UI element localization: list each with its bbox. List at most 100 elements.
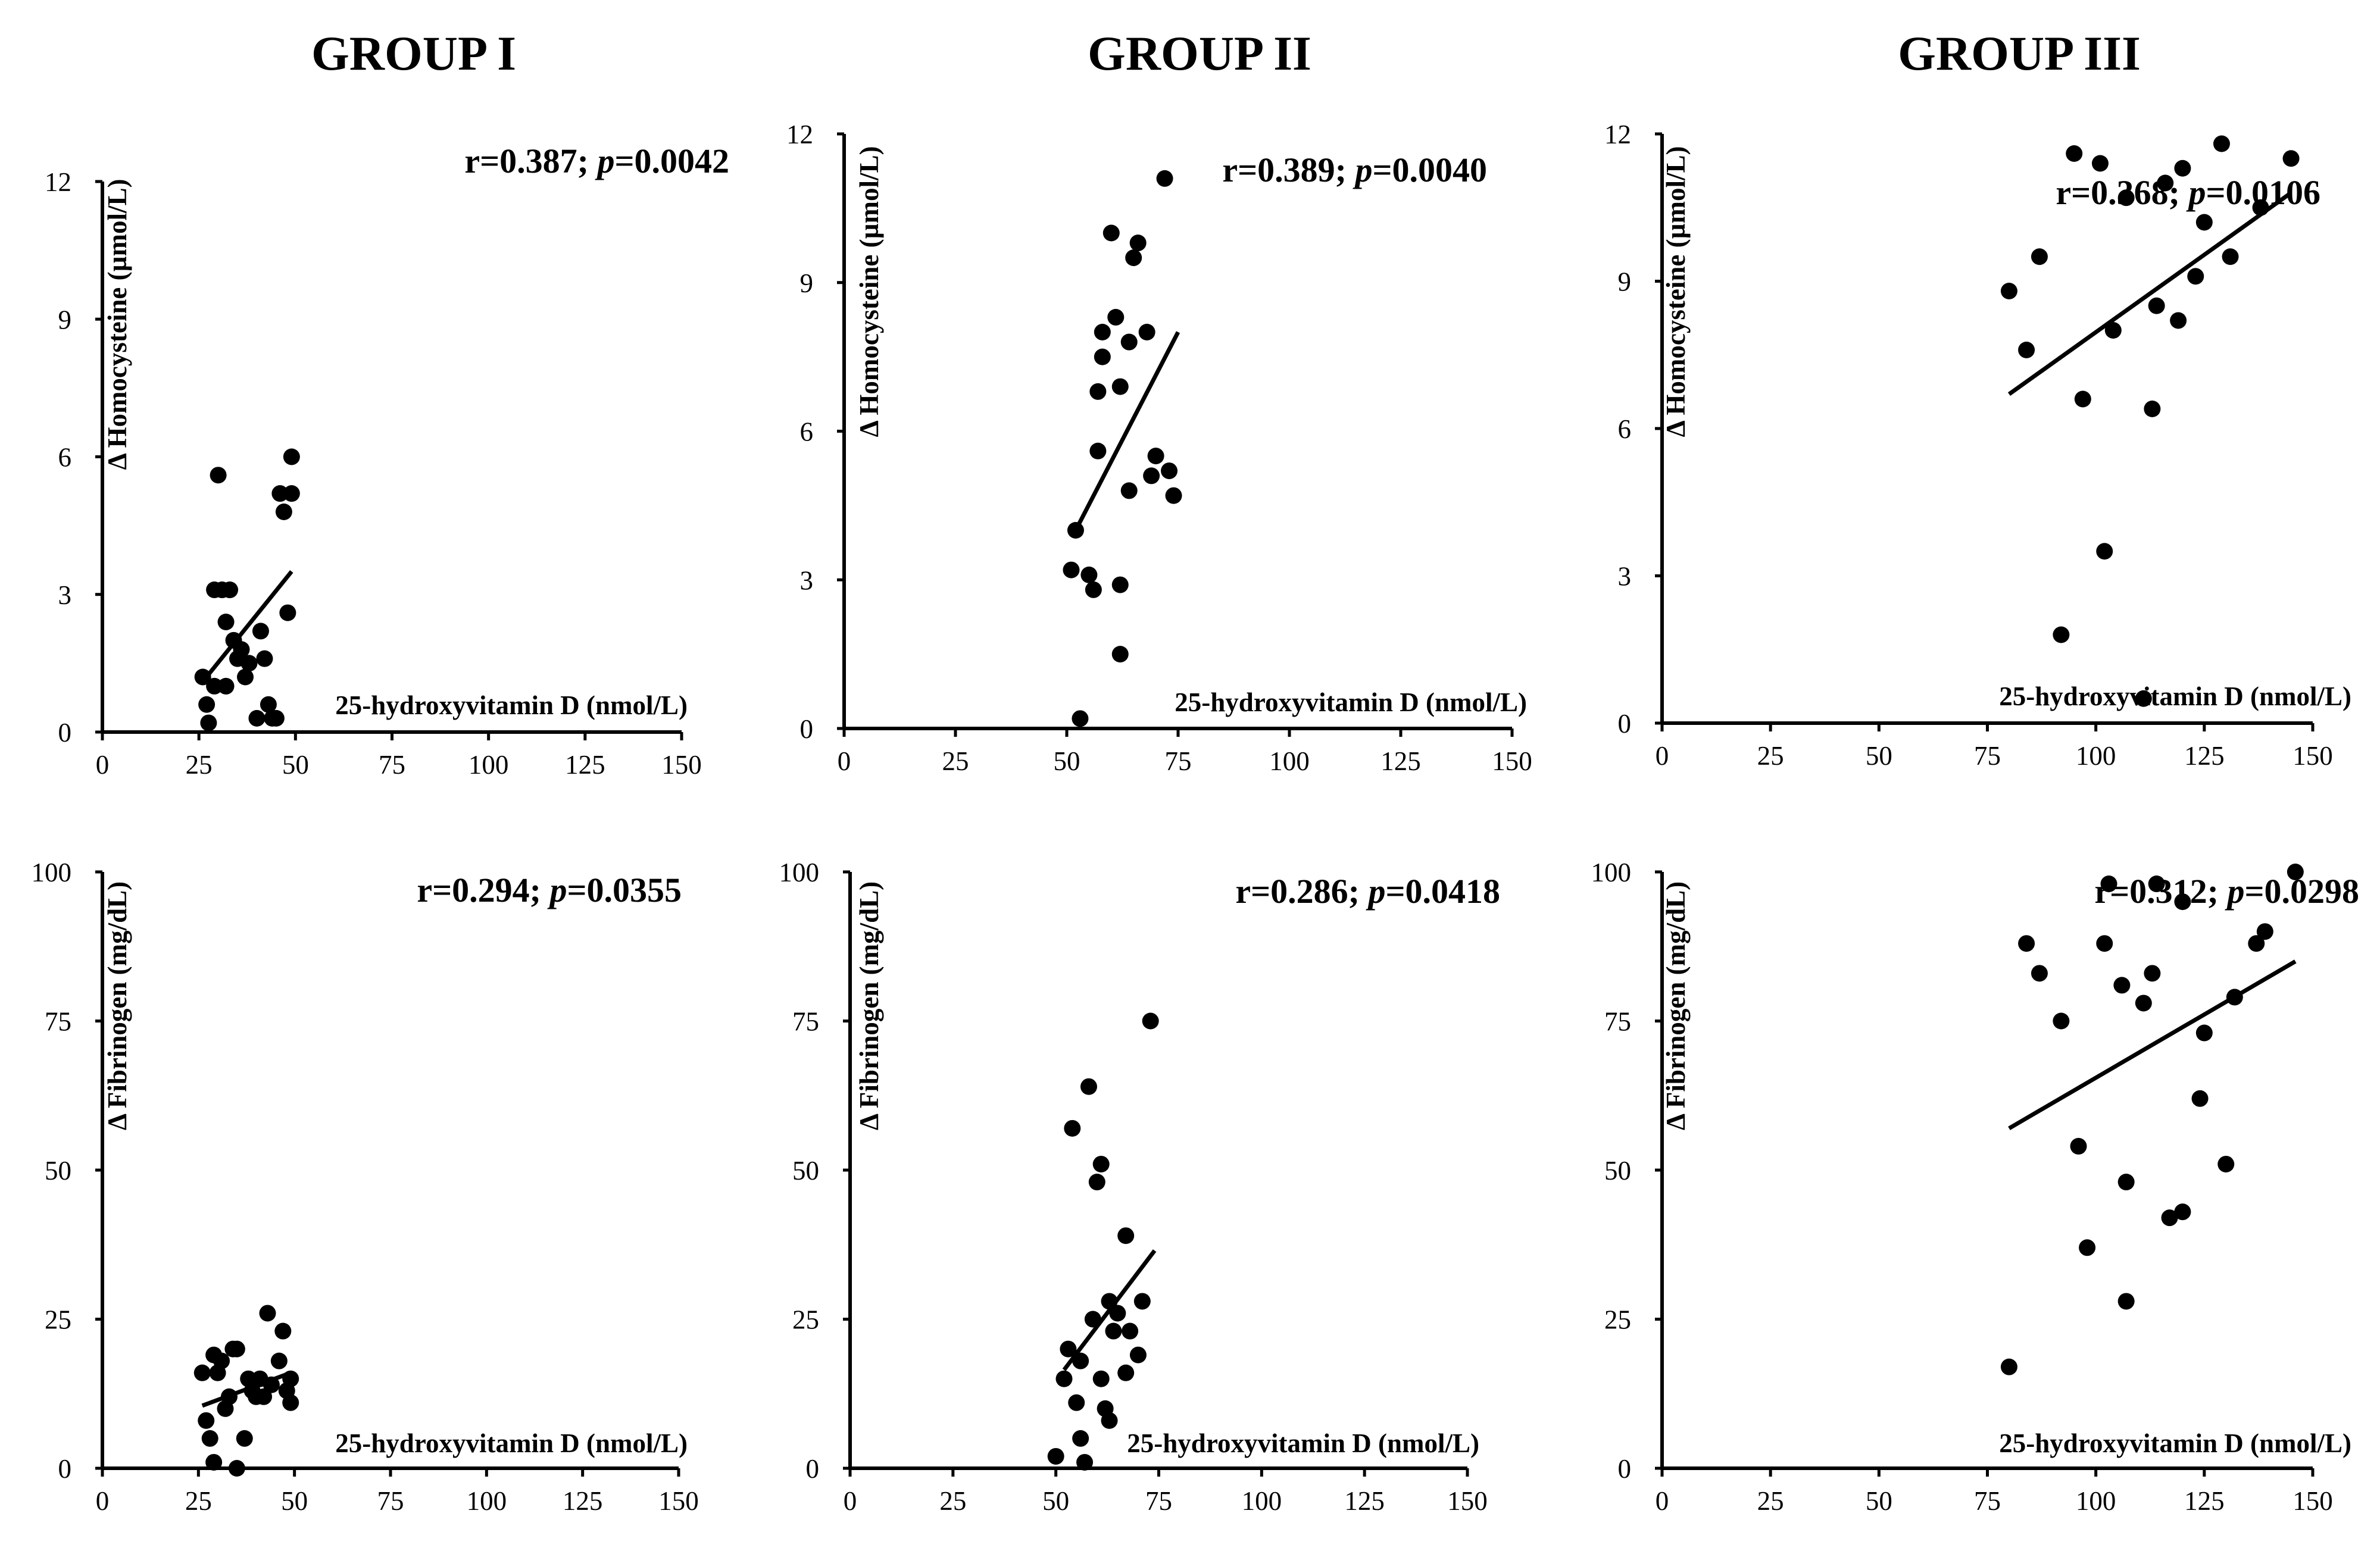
data-point bbox=[1147, 448, 1164, 465]
y-axis-title: Δ Fibrinogen (mg/dL) bbox=[854, 881, 884, 1130]
data-point bbox=[201, 1430, 218, 1447]
data-point bbox=[1111, 646, 1129, 663]
y-axis-title: Δ Fibrinogen (mg/dL) bbox=[1661, 881, 1691, 1130]
data-point bbox=[198, 1412, 215, 1429]
data-point bbox=[2282, 150, 2300, 167]
data-point bbox=[283, 485, 300, 502]
data-point bbox=[1088, 1174, 1105, 1191]
data-point bbox=[2113, 977, 2131, 994]
correlation-p-value: =0.0040 bbox=[1372, 151, 1487, 189]
data-point bbox=[2252, 199, 2269, 216]
data-point bbox=[2195, 1024, 2213, 1042]
data-point bbox=[237, 668, 254, 686]
correlation-p-label: p bbox=[2224, 872, 2244, 911]
correlation-p-label: p bbox=[546, 871, 567, 909]
y-tick-label: 75 bbox=[45, 1007, 71, 1037]
panels-container: 0 25 50 75 100 125 150 0 3 6 9 12 25-hydroxyvitamin … bbox=[32, 120, 2360, 1516]
data-point bbox=[1063, 561, 1080, 579]
data-point bbox=[255, 1388, 273, 1405]
x-tick-label: 100 bbox=[2076, 1486, 2116, 1516]
x-tick-label: 75 bbox=[1145, 1486, 1172, 1516]
x-axis-title: 25-hydroxyvitamin D (nmol/L) bbox=[1999, 681, 2351, 711]
y-tick-label: 9 bbox=[58, 305, 72, 334]
data-point bbox=[1072, 1430, 1089, 1447]
data-point bbox=[2070, 1137, 2087, 1155]
data-point bbox=[282, 1394, 299, 1411]
correlation-r: r=0.286; bbox=[1235, 872, 1368, 911]
data-point bbox=[1133, 1293, 1151, 1310]
x-tick-label: 150 bbox=[1447, 1486, 1488, 1516]
data-point bbox=[1055, 1370, 1073, 1387]
x-axis-title: 25-hydroxyvitamin D (nmol/L) bbox=[335, 690, 688, 720]
data-point bbox=[2144, 965, 2161, 982]
data-point bbox=[2018, 342, 2035, 358]
data-point bbox=[1092, 1370, 1110, 1387]
trend-line bbox=[2008, 959, 2297, 1130]
y-tick-label: 6 bbox=[1618, 414, 1632, 444]
x-tick-label: 25 bbox=[939, 1486, 966, 1516]
data-point bbox=[2117, 189, 2135, 207]
data-point bbox=[2096, 935, 2113, 952]
data-point bbox=[205, 1453, 223, 1471]
data-point bbox=[2226, 989, 2243, 1006]
y-tick-label: 0 bbox=[1618, 1454, 1632, 1484]
x-tick-label: 100 bbox=[1242, 1486, 1282, 1516]
correlation-p-value: =0.0106 bbox=[2206, 173, 2320, 212]
data-point bbox=[2191, 1090, 2209, 1107]
x-axis-title: 25-hydroxyvitamin D (nmol/L) bbox=[335, 1428, 688, 1458]
data-point bbox=[2000, 283, 2017, 299]
data-point bbox=[233, 641, 250, 658]
data-point bbox=[1094, 324, 1111, 340]
x-tick-label: 100 bbox=[467, 1486, 507, 1516]
data-point bbox=[2161, 1209, 2178, 1227]
y-tick-label: 100 bbox=[779, 858, 820, 887]
correlation-p-label: p bbox=[2185, 173, 2206, 212]
y-tick-label: 25 bbox=[792, 1305, 819, 1335]
trend-line bbox=[201, 570, 293, 683]
data-point bbox=[1129, 234, 1147, 252]
data-point bbox=[271, 485, 289, 502]
y-tick-label: 6 bbox=[800, 417, 814, 447]
x-tick-label: 125 bbox=[1380, 746, 1421, 776]
data-point bbox=[2248, 935, 2265, 952]
x-tick-label: 125 bbox=[2184, 741, 2225, 771]
data-point bbox=[1122, 1322, 1139, 1340]
data-point bbox=[2066, 145, 2083, 162]
x-tick-label: 50 bbox=[281, 1486, 308, 1516]
data-point bbox=[2222, 248, 2239, 265]
x-tick-label: 50 bbox=[1866, 741, 1892, 771]
x-tick-label: 125 bbox=[1344, 1486, 1385, 1516]
data-point bbox=[270, 1352, 288, 1369]
correlation-annotation: r=0.294; p=0.0355 bbox=[417, 871, 682, 909]
data-point bbox=[1101, 1293, 1118, 1310]
data-point bbox=[1080, 1078, 1097, 1095]
data-point bbox=[206, 677, 223, 695]
y-tick-label: 0 bbox=[1618, 709, 1632, 739]
data-point bbox=[2031, 248, 2048, 265]
group-title-3: GROUP III bbox=[1898, 26, 2141, 80]
correlation-r: r=0.368; bbox=[2056, 173, 2188, 212]
x-tick-label: 75 bbox=[1974, 1486, 2001, 1516]
data-point bbox=[2213, 135, 2230, 152]
data-point bbox=[1111, 378, 1129, 395]
data-point bbox=[2157, 174, 2174, 192]
data-point bbox=[248, 709, 266, 727]
x-tick-label: 50 bbox=[1866, 1486, 1892, 1516]
y-tick-label: 0 bbox=[58, 718, 72, 748]
x-tick-label: 25 bbox=[186, 750, 213, 780]
correlation-p-label: p bbox=[594, 142, 614, 180]
correlation-p-value: =0.0042 bbox=[614, 142, 729, 180]
chart-panel-g2-homocysteine: 0 25 50 75 100 125 150 0 3 6 9 12 25-hydroxyvitamin … bbox=[786, 120, 1532, 776]
data-point bbox=[2148, 875, 2165, 893]
correlation-p-value: =0.0298 bbox=[2244, 872, 2359, 911]
data-point bbox=[1129, 1346, 1147, 1364]
data-point bbox=[252, 623, 269, 640]
data-point bbox=[2053, 626, 2070, 643]
data-point bbox=[260, 696, 277, 713]
x-tick-label: 0 bbox=[96, 1486, 110, 1516]
data-point bbox=[2000, 1358, 2017, 1375]
data-point bbox=[228, 1340, 245, 1358]
data-point bbox=[198, 696, 215, 713]
data-point bbox=[194, 668, 211, 686]
